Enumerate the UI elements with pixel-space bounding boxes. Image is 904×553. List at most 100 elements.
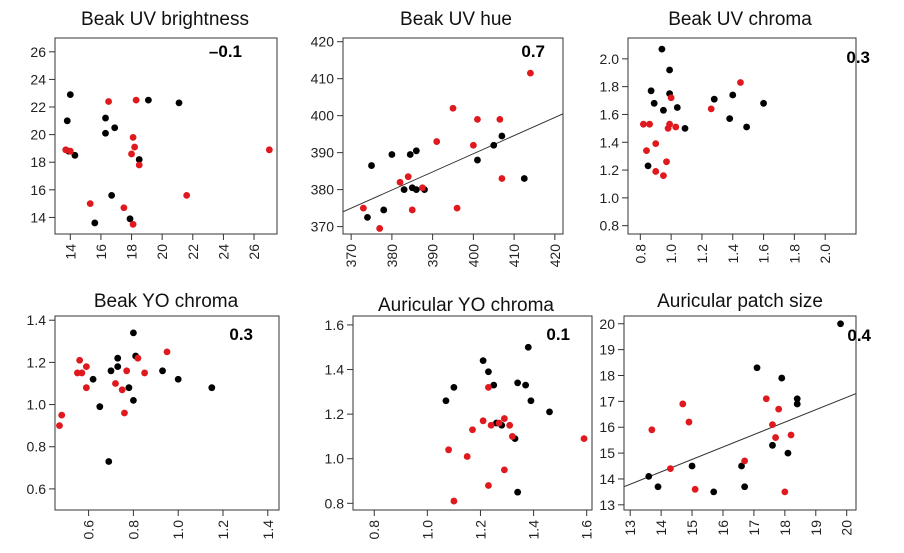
y-tick-label: 19 bbox=[599, 342, 615, 358]
black-data-point bbox=[368, 162, 375, 169]
red-data-point bbox=[82, 363, 90, 371]
red-data-point bbox=[123, 367, 131, 375]
x-tick-label: 24 bbox=[215, 244, 231, 260]
y-tick-label: 18 bbox=[599, 367, 615, 383]
black-data-point bbox=[450, 383, 458, 391]
black-data-point bbox=[485, 368, 492, 376]
x-tick-label: 16 bbox=[715, 520, 731, 536]
chart-title: Auricular patch size bbox=[657, 291, 823, 312]
chart-title: Beak UV hue bbox=[400, 9, 512, 30]
red-data-point bbox=[66, 147, 74, 155]
chart-panel-4: 0.6 0.8 1.0 1.2 1.4 0.6 0.8 1.0 1.2 1.4 0.3 bbox=[27, 312, 280, 540]
red-data-point bbox=[506, 421, 514, 429]
correlation-label: 0.3 bbox=[229, 325, 253, 344]
red-data-point bbox=[640, 120, 647, 128]
chart-title: Beak YO chroma bbox=[93, 291, 239, 312]
y-tick-label: 20 bbox=[30, 127, 46, 143]
y-tick-label: 1.0 bbox=[27, 397, 47, 413]
red-data-point bbox=[76, 356, 84, 364]
x-tick-label: 1.4 bbox=[260, 520, 276, 540]
correlation-label: 0.4 bbox=[847, 326, 871, 345]
black-data-point bbox=[514, 379, 522, 387]
black-data-point bbox=[474, 156, 481, 164]
red-data-point bbox=[500, 415, 508, 422]
red-data-point bbox=[86, 200, 94, 208]
x-tick-label: 20 bbox=[839, 520, 855, 536]
red-data-point bbox=[762, 395, 770, 403]
x-tick-label: 380 bbox=[384, 244, 400, 268]
red-data-point bbox=[265, 146, 273, 154]
y-tick-label: 1.8 bbox=[600, 79, 620, 95]
y-tick-label: 0.6 bbox=[27, 481, 47, 497]
black-data-point bbox=[126, 215, 134, 223]
y-tick-label: 14 bbox=[599, 471, 615, 487]
black-data-point bbox=[111, 124, 119, 132]
red-data-point bbox=[667, 465, 674, 473]
red-data-point bbox=[474, 115, 481, 123]
x-tick-label: 2.0 bbox=[817, 244, 833, 264]
y-tick-label: 24 bbox=[30, 71, 46, 87]
red-data-point bbox=[527, 69, 534, 77]
x-tick-label: 420 bbox=[547, 244, 563, 268]
x-tick-label: 390 bbox=[425, 244, 441, 268]
red-data-point bbox=[463, 453, 471, 460]
plot-area bbox=[343, 69, 563, 232]
y-tick-label: 16 bbox=[30, 182, 46, 198]
black-data-point bbox=[125, 384, 133, 392]
black-data-point bbox=[490, 381, 498, 389]
red-data-point bbox=[419, 184, 426, 192]
y-tick-label: 390 bbox=[311, 145, 335, 161]
x-tick-label: 20 bbox=[154, 244, 170, 260]
y-tick-label: 1.6 bbox=[325, 317, 345, 333]
plot-frame bbox=[352, 315, 593, 511]
red-data-point bbox=[672, 123, 680, 131]
x-tick-label: 1.6 bbox=[756, 244, 772, 264]
red-data-point bbox=[408, 206, 416, 214]
black-data-point bbox=[645, 472, 653, 480]
x-tick-label: 1.6 bbox=[579, 520, 595, 540]
black-data-point bbox=[726, 115, 734, 123]
black-data-point bbox=[380, 206, 388, 214]
plot-area bbox=[442, 343, 588, 505]
y-tick-label: 26 bbox=[30, 44, 46, 60]
black-data-point bbox=[364, 213, 371, 221]
chart-title: Auricular YO chroma bbox=[378, 295, 554, 316]
red-data-point bbox=[78, 369, 86, 377]
red-data-point bbox=[485, 383, 492, 391]
correlation-label: 0.1 bbox=[546, 325, 570, 344]
x-tick-label: 16 bbox=[93, 244, 109, 260]
red-data-point bbox=[772, 434, 779, 441]
red-data-point bbox=[496, 115, 504, 123]
black-data-point bbox=[688, 462, 696, 470]
y-tick-label: 15 bbox=[599, 445, 615, 461]
black-data-point bbox=[743, 123, 751, 131]
x-tick-label: 1.2 bbox=[472, 520, 488, 540]
black-data-point bbox=[760, 99, 767, 107]
x-tick-label: 0.8 bbox=[632, 244, 648, 264]
black-data-point bbox=[793, 400, 801, 408]
black-data-point bbox=[102, 129, 109, 137]
red-data-point bbox=[479, 417, 487, 425]
red-data-point bbox=[485, 482, 492, 489]
y-tick-label: 410 bbox=[311, 71, 335, 87]
black-data-point bbox=[660, 106, 667, 114]
black-data-point bbox=[498, 132, 506, 140]
y-tick-label: 1.4 bbox=[325, 362, 345, 378]
black-data-point bbox=[710, 488, 718, 496]
plot-area bbox=[62, 91, 273, 228]
red-data-point bbox=[58, 411, 66, 419]
black-data-point bbox=[769, 441, 776, 449]
x-tick-label: 400 bbox=[465, 244, 481, 268]
red-data-point bbox=[508, 433, 516, 440]
y-tick-label: 1.4 bbox=[600, 134, 620, 150]
red-data-point bbox=[663, 158, 670, 166]
y-tick-label: 370 bbox=[311, 219, 335, 235]
y-tick-label: 1.0 bbox=[325, 451, 345, 467]
chart-panel-1: 14 16 18 20 22 24 26 14 16 18 20 22 24 26 –0.1 bbox=[30, 37, 278, 260]
red-data-point bbox=[469, 141, 477, 149]
chart-panel-5: 0.8 1.0 1.2 1.4 1.6 0.8 1.0 1.2 1.4 1.6 0.1 bbox=[325, 315, 595, 540]
red-data-point bbox=[667, 94, 675, 102]
black-data-point bbox=[135, 156, 143, 163]
red-data-point bbox=[118, 386, 126, 394]
